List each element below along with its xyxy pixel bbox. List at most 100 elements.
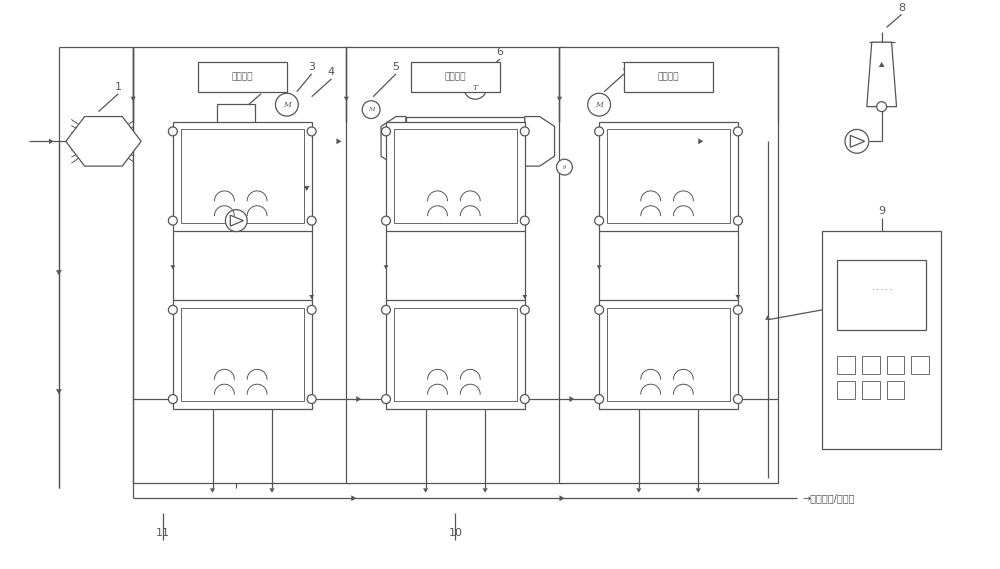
Polygon shape bbox=[867, 42, 897, 106]
Text: 8: 8 bbox=[898, 2, 905, 13]
Circle shape bbox=[733, 216, 742, 225]
Polygon shape bbox=[735, 295, 740, 299]
Bar bbox=[607, 308, 730, 401]
Polygon shape bbox=[587, 129, 591, 134]
Polygon shape bbox=[742, 397, 746, 401]
Bar bbox=[624, 62, 713, 92]
Polygon shape bbox=[850, 135, 865, 147]
Polygon shape bbox=[529, 397, 533, 401]
Polygon shape bbox=[560, 179, 564, 183]
Bar bbox=[173, 300, 312, 409]
Bar bbox=[607, 129, 730, 222]
Text: 9: 9 bbox=[878, 206, 885, 216]
Circle shape bbox=[595, 395, 604, 403]
Circle shape bbox=[307, 395, 316, 403]
Polygon shape bbox=[300, 138, 307, 145]
Polygon shape bbox=[378, 397, 382, 401]
Bar bbox=[198, 62, 287, 92]
Bar bbox=[837, 260, 926, 329]
Polygon shape bbox=[304, 186, 310, 191]
Bar bbox=[217, 104, 255, 179]
Circle shape bbox=[595, 216, 604, 225]
Bar bbox=[887, 381, 904, 399]
Polygon shape bbox=[210, 488, 215, 493]
Text: 10: 10 bbox=[448, 528, 462, 538]
Text: 三级冷凝: 三级冷凝 bbox=[658, 72, 679, 81]
Bar bbox=[386, 300, 525, 409]
Bar bbox=[133, 47, 351, 483]
Circle shape bbox=[520, 306, 529, 314]
Circle shape bbox=[382, 395, 390, 403]
Bar bbox=[822, 230, 941, 448]
Circle shape bbox=[588, 93, 611, 116]
Polygon shape bbox=[597, 265, 602, 269]
Text: M: M bbox=[283, 101, 291, 109]
Polygon shape bbox=[746, 129, 750, 134]
Polygon shape bbox=[386, 138, 391, 145]
Polygon shape bbox=[66, 117, 141, 166]
Bar bbox=[862, 356, 880, 374]
Polygon shape bbox=[320, 397, 323, 401]
Bar bbox=[386, 122, 525, 230]
Text: M: M bbox=[368, 107, 374, 112]
Polygon shape bbox=[587, 397, 591, 401]
Circle shape bbox=[382, 306, 390, 314]
Text: 5: 5 bbox=[392, 62, 399, 72]
Polygon shape bbox=[316, 129, 320, 134]
Polygon shape bbox=[165, 129, 169, 134]
Polygon shape bbox=[698, 138, 703, 145]
Text: 11: 11 bbox=[156, 528, 170, 538]
Polygon shape bbox=[569, 396, 574, 402]
Polygon shape bbox=[742, 129, 746, 134]
Polygon shape bbox=[165, 397, 169, 401]
Circle shape bbox=[595, 306, 604, 314]
Bar bbox=[411, 62, 500, 92]
Polygon shape bbox=[591, 397, 595, 401]
Polygon shape bbox=[525, 117, 555, 166]
Polygon shape bbox=[529, 129, 533, 134]
Polygon shape bbox=[307, 138, 313, 145]
Circle shape bbox=[225, 210, 247, 232]
Polygon shape bbox=[533, 397, 537, 401]
Polygon shape bbox=[49, 139, 54, 144]
Circle shape bbox=[733, 395, 742, 403]
Circle shape bbox=[168, 395, 177, 403]
Polygon shape bbox=[161, 129, 165, 134]
Polygon shape bbox=[378, 129, 382, 134]
Bar bbox=[181, 129, 304, 222]
Polygon shape bbox=[533, 129, 537, 134]
Circle shape bbox=[168, 127, 177, 136]
Polygon shape bbox=[56, 389, 62, 394]
Polygon shape bbox=[423, 488, 428, 493]
Polygon shape bbox=[230, 215, 243, 226]
Bar bbox=[346, 47, 564, 483]
Bar bbox=[837, 356, 855, 374]
Circle shape bbox=[733, 306, 742, 314]
Polygon shape bbox=[559, 495, 565, 501]
Circle shape bbox=[307, 306, 316, 314]
Polygon shape bbox=[374, 129, 378, 134]
Polygon shape bbox=[269, 488, 275, 493]
Circle shape bbox=[362, 101, 380, 118]
Polygon shape bbox=[309, 295, 314, 299]
Polygon shape bbox=[564, 179, 569, 183]
Polygon shape bbox=[746, 397, 750, 401]
Circle shape bbox=[595, 127, 604, 136]
Bar bbox=[599, 122, 738, 230]
Polygon shape bbox=[636, 488, 641, 493]
Circle shape bbox=[733, 127, 742, 136]
Text: θ: θ bbox=[563, 164, 566, 170]
Polygon shape bbox=[336, 138, 341, 145]
Text: 二级冷凝: 二级冷凝 bbox=[445, 72, 466, 81]
Bar bbox=[911, 356, 929, 374]
Bar bbox=[181, 308, 304, 401]
Circle shape bbox=[845, 129, 869, 153]
Polygon shape bbox=[320, 129, 323, 134]
Polygon shape bbox=[381, 138, 386, 145]
Text: T: T bbox=[473, 84, 478, 92]
Circle shape bbox=[168, 306, 177, 314]
Bar bbox=[862, 381, 880, 399]
Circle shape bbox=[520, 395, 529, 403]
Polygon shape bbox=[161, 397, 165, 401]
Polygon shape bbox=[557, 97, 562, 101]
